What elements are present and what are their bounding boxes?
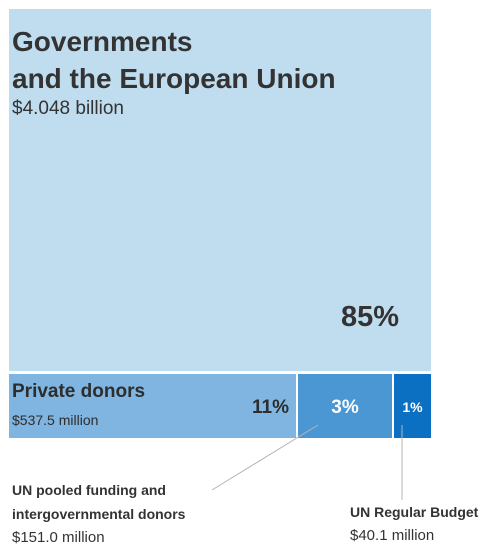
private-donors-percent: 11% (252, 397, 289, 418)
un-regular-budget-label: UN Regular Budget (350, 504, 479, 520)
un-regular-budget-percent: 1% (402, 399, 423, 415)
un-pooled-funding-amount: $151.0 million (12, 529, 105, 546)
un-pooled-funding-leader-line (211, 424, 319, 491)
governments-eu-percent: 85% (340, 301, 399, 333)
un-pooled-funding-percent: 3% (331, 397, 359, 418)
governments-eu-label-line-2: and the European Union (12, 63, 336, 94)
governments-eu-block: Governments and the European Union $4.04… (9, 9, 431, 371)
governments-eu-amount: $4.048 billion (12, 98, 124, 119)
private-donors-amount: $537.5 million (12, 412, 99, 428)
private-donors-block: Private donors $537.5 million 11% (9, 374, 296, 438)
un-pooled-funding-block: 3% (298, 374, 392, 438)
un-pooled-funding-label-line-2: intergovernmental donors (12, 506, 186, 522)
un-pooled-funding-callout: UN pooled funding and intergovernmental … (12, 478, 242, 548)
un-pooled-funding-label-line-1: UN pooled funding and (12, 482, 166, 498)
private-donors-label: Private donors (12, 381, 146, 402)
un-regular-budget-block: 1% (394, 374, 431, 438)
un-regular-budget-amount: $40.1 million (350, 527, 435, 544)
governments-eu-label-line-1: Governments (12, 26, 193, 57)
un-regular-budget-callout: UN Regular Budget $40.1 million (350, 500, 490, 546)
governments-eu-label: Governments and the European Union (12, 23, 412, 97)
